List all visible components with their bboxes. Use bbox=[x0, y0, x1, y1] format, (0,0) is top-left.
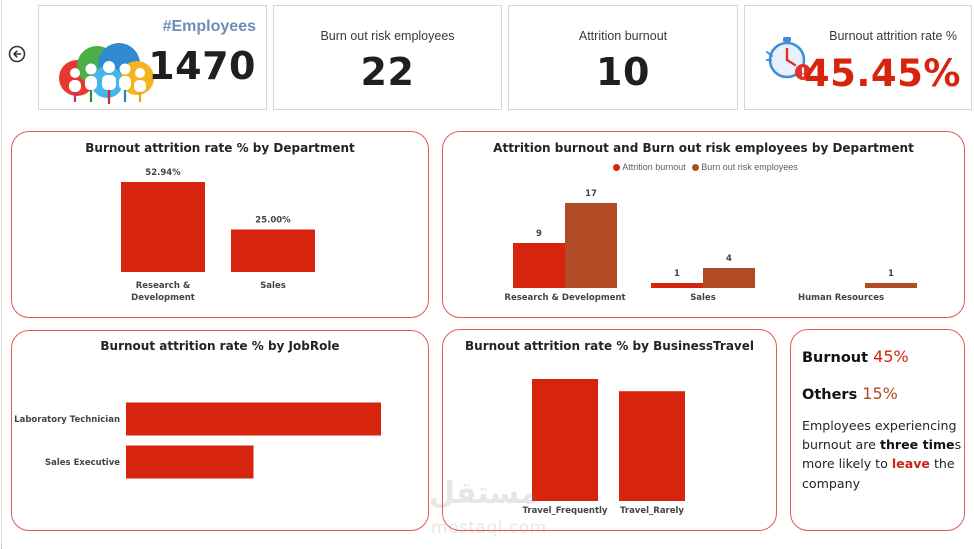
category-label: Sales bbox=[690, 293, 716, 303]
legend-label-risk: Burn out risk employees bbox=[701, 162, 798, 172]
others-summary: Others 15% bbox=[802, 384, 898, 403]
dept-counts-chart: 9 17 Research & Development 1 4 Sales 1 Human R… bbox=[504, 189, 917, 303]
data-label: 1 bbox=[888, 269, 894, 279]
bar bbox=[126, 445, 254, 479]
summary-card: Burnout 45% Others 15% Employees experie… bbox=[790, 329, 965, 531]
data-label: 9 bbox=[536, 229, 542, 239]
category-label: Sales bbox=[260, 281, 286, 291]
category-label: Human Resources bbox=[798, 293, 884, 303]
bar bbox=[565, 203, 617, 288]
jobrole-rate-chart-card[interactable]: Burnout attrition rate % by JobRole Labo… bbox=[11, 330, 429, 531]
data-label: 52.94% bbox=[145, 168, 181, 178]
svg-text:!: ! bbox=[800, 66, 805, 80]
bar bbox=[513, 243, 565, 288]
bar bbox=[121, 182, 205, 272]
dept-rate-chart: 52.94% Research & Development 25.00% Sales bbox=[121, 168, 315, 303]
category-label: Travel_Rarely bbox=[620, 506, 684, 516]
chart-title: Attrition burnout and Burn out risk empl… bbox=[493, 141, 914, 155]
bar bbox=[865, 283, 917, 288]
people-cloud-icon bbox=[59, 43, 154, 104]
jobrole-rate-chart: Laboratory Technician Sales Executive bbox=[14, 402, 381, 479]
desc-text-2: s more likely to bbox=[802, 437, 962, 472]
burnout-pct: 45% bbox=[873, 347, 909, 366]
bar bbox=[231, 229, 315, 272]
desc-text-3: the company bbox=[802, 456, 955, 491]
kpi-employees-value: 1470 bbox=[148, 44, 256, 88]
stopwatch-alert-icon: ! bbox=[766, 37, 811, 80]
burnout-summary: Burnout 45% bbox=[802, 347, 909, 366]
kpi-attrition-burnout-value: 10 bbox=[596, 50, 650, 94]
legend-swatch-attrition bbox=[613, 163, 621, 171]
kpi-attrition-rate-label: Burnout attrition rate % bbox=[829, 29, 957, 43]
back-button[interactable] bbox=[8, 45, 26, 63]
kpi-burnout-risk-value: 22 bbox=[360, 50, 415, 94]
bar bbox=[126, 402, 381, 436]
data-label: 1 bbox=[674, 269, 680, 279]
category-label: Research & bbox=[136, 281, 191, 291]
travel-rate-chart-card[interactable]: Burnout attrition rate % by BusinessTrav… bbox=[442, 329, 777, 531]
kpi-burnout-risk-card[interactable]: Burn out risk employees 22 bbox=[273, 5, 502, 110]
data-label: 4 bbox=[726, 254, 732, 264]
category-label: Sales Executive bbox=[45, 458, 120, 468]
chart-title: Burnout attrition rate % by Department bbox=[85, 141, 355, 155]
desc-text-1: Employees experiencing burnout are bbox=[802, 418, 957, 453]
bar bbox=[532, 379, 598, 501]
burnout-label: Burnout bbox=[802, 350, 869, 366]
kpi-attrition-burnout-card[interactable]: Attrition burnout 10 bbox=[508, 5, 738, 110]
summary-description: Employees experiencing burnout are three… bbox=[802, 416, 964, 493]
kpi-employees-card[interactable]: #Employees 1470 bbox=[38, 5, 267, 110]
bar bbox=[651, 283, 703, 288]
kpi-burnout-risk-label: Burn out risk employees bbox=[320, 29, 455, 43]
others-pct: 15% bbox=[862, 384, 898, 403]
legend-label-attrition: Attrition burnout bbox=[622, 162, 686, 172]
kpi-attrition-rate-value: 45.45% bbox=[803, 52, 961, 95]
others-label: Others bbox=[802, 387, 858, 403]
dept-rate-chart-card[interactable]: Burnout attrition rate % by Department 5… bbox=[11, 131, 429, 318]
desc-bold: three time bbox=[879, 437, 955, 453]
legend-swatch-risk bbox=[692, 163, 700, 171]
chart-title: Burnout attrition rate % by JobRole bbox=[100, 339, 340, 353]
desc-leave: leave bbox=[891, 456, 930, 472]
category-label: Laboratory Technician bbox=[14, 415, 120, 425]
bar bbox=[703, 268, 755, 288]
kpi-employees-label: #Employees bbox=[162, 18, 256, 35]
chart-legend: Attrition burnout Burn out risk employee… bbox=[443, 162, 964, 172]
data-label: 25.00% bbox=[255, 215, 291, 225]
kpi-attrition-burnout-label: Attrition burnout bbox=[578, 29, 668, 43]
circle-arrow-left-icon bbox=[8, 45, 26, 63]
travel-rate-chart: Travel_Frequently Travel_Rarely bbox=[523, 379, 685, 516]
category-label: Development bbox=[131, 293, 195, 303]
data-label: 17 bbox=[585, 189, 597, 199]
category-label: Travel_Frequently bbox=[523, 506, 608, 516]
bar bbox=[619, 391, 685, 501]
canvas-edge bbox=[1, 0, 2, 549]
dept-counts-chart-card[interactable]: Attrition burnout and Burn out risk empl… bbox=[442, 131, 965, 318]
chart-title: Burnout attrition rate % by BusinessTrav… bbox=[465, 339, 754, 353]
kpi-attrition-rate-card[interactable]: ! Burnout attrition rate % 45.45% bbox=[744, 5, 972, 110]
category-label: Research & Development bbox=[504, 293, 625, 303]
